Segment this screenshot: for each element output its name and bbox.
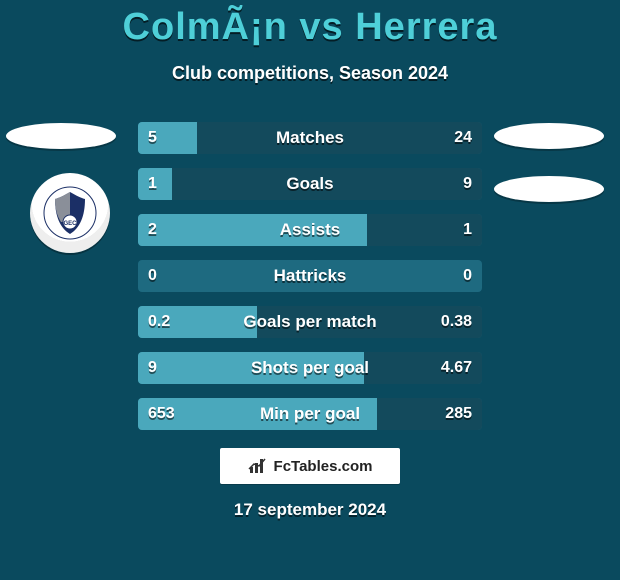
stat-bar-right xyxy=(257,306,482,338)
page-subtitle: Club competitions, Season 2024 xyxy=(0,63,620,84)
club-crest-emblem: GEC xyxy=(43,186,97,240)
chart-icon xyxy=(248,457,268,475)
stat-row: 653285Min per goal xyxy=(138,398,482,430)
stat-row: 0 0Hattricks xyxy=(138,260,482,292)
stat-bar-left xyxy=(138,352,364,384)
stat-bar-left xyxy=(138,168,172,200)
club-crest: GEC xyxy=(30,173,110,253)
source-badge: FcTables.com xyxy=(220,448,400,484)
stat-bar-left xyxy=(138,214,367,246)
stat-bar-right xyxy=(364,352,482,384)
stat-bar-left xyxy=(138,122,197,154)
stat-bar-right xyxy=(172,168,482,200)
stat-row: 0.20.38Goals per match xyxy=(138,306,482,338)
comparison-bars: 524Matches 19Goals 21Assists 0 0Hattricks 0.2… xyxy=(138,122,482,444)
date-text: 17 september 2024 xyxy=(0,500,620,520)
stat-bar-right xyxy=(367,214,482,246)
stat-bar-left xyxy=(138,398,377,430)
stat-label: Hattricks xyxy=(138,260,482,292)
stat-bar-left xyxy=(138,306,257,338)
stat-bar-right xyxy=(197,122,482,154)
page-title: ColmÃ¡n vs Herrera xyxy=(0,0,620,49)
right-player-ellipse-1 xyxy=(494,123,604,149)
stat-row: 19Goals xyxy=(138,168,482,200)
source-badge-text: FcTables.com xyxy=(274,458,373,475)
stat-bar-right xyxy=(377,398,482,430)
stat-value-right: 0 xyxy=(453,260,482,292)
right-player-ellipse-2 xyxy=(494,176,604,202)
stat-row: 524Matches xyxy=(138,122,482,154)
page-root: ColmÃ¡n vs Herrera Club competitions, Se… xyxy=(0,0,620,580)
stat-row: 94.67Shots per goal xyxy=(138,352,482,384)
svg-text:GEC: GEC xyxy=(63,221,77,227)
left-player-ellipse xyxy=(6,123,116,149)
stat-row: 21Assists xyxy=(138,214,482,246)
stat-value-left: 0 xyxy=(138,260,167,292)
